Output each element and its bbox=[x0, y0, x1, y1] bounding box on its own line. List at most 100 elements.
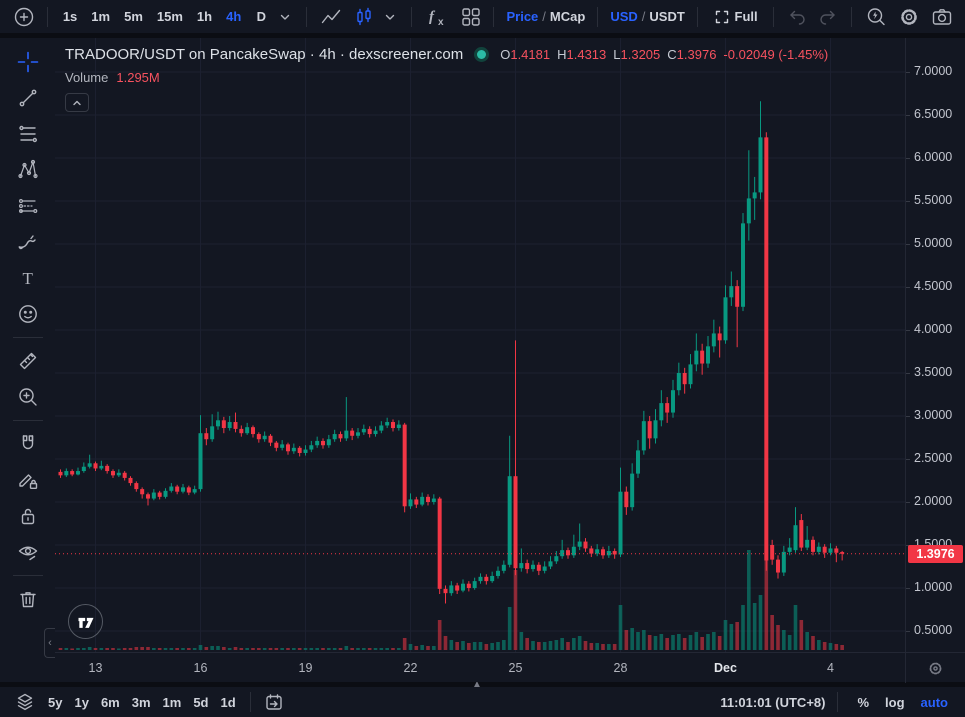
legend-collapse-button[interactable] bbox=[65, 93, 89, 112]
fib-retracement-tool-button[interactable] bbox=[9, 116, 47, 152]
axis-settings-corner[interactable] bbox=[905, 653, 965, 683]
candle-body bbox=[431, 498, 436, 502]
percent-scale-button[interactable]: % bbox=[857, 694, 870, 710]
volume-bar bbox=[303, 648, 308, 650]
lock-drawings-button[interactable] bbox=[9, 498, 47, 534]
snapshot-button[interactable] bbox=[926, 4, 957, 30]
trend-line-tool-button[interactable] bbox=[9, 80, 47, 116]
chart-style-menu-button[interactable] bbox=[377, 4, 403, 30]
candle-body bbox=[81, 466, 86, 472]
volume-bar bbox=[653, 636, 658, 650]
volume-label: Volume bbox=[65, 70, 109, 85]
range-button-3m[interactable]: 3m bbox=[131, 694, 151, 710]
volume-bar bbox=[624, 630, 629, 650]
chart-pane[interactable]: TRADOOR/USDT on PancakeSwap · 4h · dexsc… bbox=[55, 38, 965, 652]
quick-search-button[interactable] bbox=[860, 4, 891, 30]
magnet-mode-button[interactable] bbox=[9, 426, 47, 462]
volume-bar bbox=[817, 640, 821, 650]
projection-tool-button[interactable] bbox=[9, 188, 47, 224]
stay-in-drawing-mode-button[interactable] bbox=[9, 462, 47, 498]
volume-bar bbox=[612, 644, 617, 650]
candle-body bbox=[361, 428, 366, 433]
range-button-6m[interactable]: 6m bbox=[100, 694, 120, 710]
remove-drawings-button[interactable] bbox=[9, 581, 47, 617]
volume-bar bbox=[531, 641, 535, 650]
time-axis[interactable]: 13 16 19 22 25 28 Dec 4 bbox=[55, 652, 965, 683]
timeframe-button-1s[interactable]: 1s bbox=[62, 9, 78, 24]
range-button-1y[interactable]: 1y bbox=[74, 694, 89, 710]
lock-icon bbox=[21, 508, 34, 525]
range-button-5y[interactable]: 5y bbox=[48, 694, 63, 710]
hide-drawings-button[interactable] bbox=[9, 534, 47, 570]
volume-bar bbox=[659, 634, 664, 650]
volume-bar bbox=[327, 648, 331, 650]
candle-body bbox=[122, 472, 127, 478]
price-mode-button[interactable]: Price bbox=[506, 9, 539, 24]
auto-scale-button[interactable]: auto bbox=[920, 694, 948, 710]
crosshair-tool-button[interactable] bbox=[9, 44, 47, 80]
price-axis-tick bbox=[906, 588, 910, 589]
candle-body bbox=[297, 447, 302, 453]
candle-body bbox=[577, 541, 582, 547]
object-tree-button[interactable] bbox=[10, 690, 40, 714]
range-button-1d[interactable]: 1d bbox=[220, 694, 236, 710]
xabcd-pattern-tool-button[interactable] bbox=[9, 152, 47, 188]
ohlc-readout: O1.4181 H1.4313 L1.3205 C1.3976 -0.02049… bbox=[500, 47, 829, 62]
timeframe-button-1m[interactable]: 1m bbox=[91, 9, 111, 24]
price-axis[interactable]: 7.0000 6.5000 6.0000 5.5000 5.0000 4.5000 4.00… bbox=[905, 38, 965, 652]
timeframe-button-D[interactable]: D bbox=[256, 9, 266, 24]
redo-button[interactable] bbox=[813, 4, 842, 30]
volume-bar bbox=[105, 648, 109, 650]
volume-bar bbox=[741, 605, 745, 650]
toolbar-divider bbox=[772, 6, 774, 27]
settings-button[interactable] bbox=[893, 4, 924, 30]
clock-timezone-button[interactable]: 11:01:01 (UTC+8) bbox=[720, 694, 826, 710]
candle-body bbox=[565, 550, 570, 556]
candlestick-chart[interactable] bbox=[55, 38, 905, 652]
layout-grid-button[interactable] bbox=[455, 4, 486, 30]
crosshair-icon bbox=[17, 51, 38, 73]
volume-bar bbox=[484, 644, 489, 650]
timeframe-button-4h[interactable]: 4h bbox=[226, 9, 242, 24]
mcap-mode-button[interactable]: MCap bbox=[549, 9, 586, 24]
text-tool-button[interactable]: T bbox=[9, 260, 47, 296]
measure-tool-button[interactable] bbox=[9, 343, 47, 379]
fullscreen-button[interactable]: Full bbox=[706, 4, 765, 30]
chart-title: TRADOOR/USDT on PancakeSwap · 4h · dexsc… bbox=[65, 46, 464, 63]
tradingview-logo[interactable] bbox=[68, 604, 103, 639]
volume-bar bbox=[811, 636, 815, 650]
line-chart-style-button[interactable] bbox=[315, 4, 346, 30]
toolbar-collapse-tab[interactable]: ‹ bbox=[44, 628, 55, 658]
brush-tool-button[interactable] bbox=[9, 224, 47, 260]
timeframe-button-1h[interactable]: 1h bbox=[196, 9, 213, 24]
add-symbol-button[interactable] bbox=[8, 4, 39, 30]
range-button-1m[interactable]: 1m bbox=[162, 694, 182, 710]
timeframe-button-5m[interactable]: 5m bbox=[124, 9, 143, 24]
price-tick-label: 0.5000 bbox=[914, 623, 953, 637]
candle-body bbox=[770, 545, 775, 560]
zoom-in-tool-button[interactable] bbox=[9, 379, 47, 415]
candle-body bbox=[145, 494, 150, 499]
undo-button[interactable] bbox=[782, 4, 811, 30]
log-scale-button[interactable]: log bbox=[885, 694, 905, 710]
usd-mode-button[interactable]: USD bbox=[610, 9, 638, 24]
redo-arrow-icon bbox=[819, 10, 835, 25]
volume-bar bbox=[122, 648, 127, 650]
go-to-date-button[interactable] bbox=[259, 690, 289, 714]
candle-body bbox=[717, 333, 722, 341]
range-button-5d[interactable]: 5d bbox=[193, 694, 209, 710]
candle-body bbox=[635, 450, 640, 474]
axis-gear-icon bbox=[929, 662, 942, 674]
bottom-toolbar: ▲ 5y 1y 6m 3m 1m 5d 1d 11:01:01 (UTC+8) % log … bbox=[0, 679, 965, 717]
timeframe-menu-button[interactable] bbox=[272, 4, 298, 30]
emoji-tool-button[interactable] bbox=[9, 296, 47, 332]
toolbar-divider bbox=[12, 420, 43, 421]
candle-body bbox=[180, 487, 185, 492]
pane-resize-handle[interactable]: ▲ bbox=[472, 679, 482, 690]
timeframe-button-15m[interactable]: 15m bbox=[156, 9, 183, 24]
usdt-mode-button[interactable]: USDT bbox=[649, 9, 685, 24]
price-tick-label: 7.0000 bbox=[914, 64, 953, 78]
candles-chart-style-button[interactable] bbox=[348, 4, 379, 30]
candle-body bbox=[443, 588, 448, 594]
